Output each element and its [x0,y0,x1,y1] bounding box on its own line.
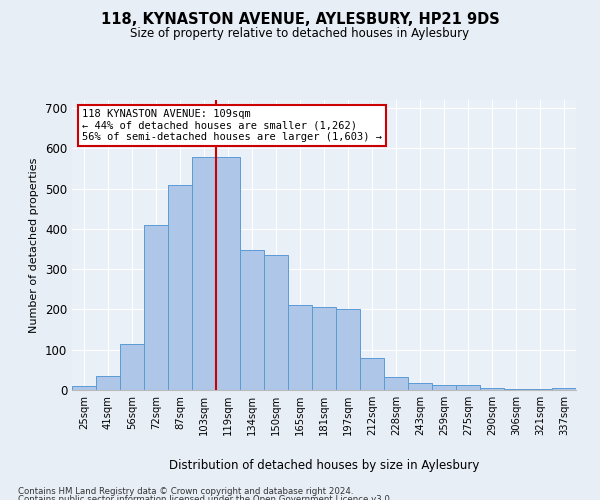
Bar [192,157,216,390]
Text: 118, KYNASTON AVENUE, AYLESBURY, HP21 9DS: 118, KYNASTON AVENUE, AYLESBURY, HP21 9D… [101,12,499,28]
Bar [456,385,480,390]
Bar [432,385,456,390]
Bar [384,376,408,390]
Bar [120,344,144,390]
Bar [144,225,168,390]
Bar [480,388,504,390]
Bar [504,389,528,390]
Bar [240,250,264,390]
Text: Size of property relative to detached houses in Aylesbury: Size of property relative to detached ho… [130,28,470,40]
Bar [72,386,96,390]
Bar [264,255,288,390]
Text: 118 KYNASTON AVENUE: 109sqm
← 44% of detached houses are smaller (1,262)
56% of : 118 KYNASTON AVENUE: 109sqm ← 44% of det… [82,108,382,142]
Bar [312,306,336,390]
Text: Distribution of detached houses by size in Aylesbury: Distribution of detached houses by size … [169,460,479,472]
Y-axis label: Number of detached properties: Number of detached properties [29,158,40,332]
Bar [552,388,576,390]
Text: Contains public sector information licensed under the Open Government Licence v3: Contains public sector information licen… [18,495,392,500]
Bar [96,376,120,390]
Bar [336,310,360,390]
Bar [288,304,312,390]
Bar [528,389,552,390]
Bar [216,157,240,390]
Bar [408,383,432,390]
Bar [168,186,192,390]
Bar [360,358,384,390]
Text: Contains HM Land Registry data © Crown copyright and database right 2024.: Contains HM Land Registry data © Crown c… [18,488,353,496]
